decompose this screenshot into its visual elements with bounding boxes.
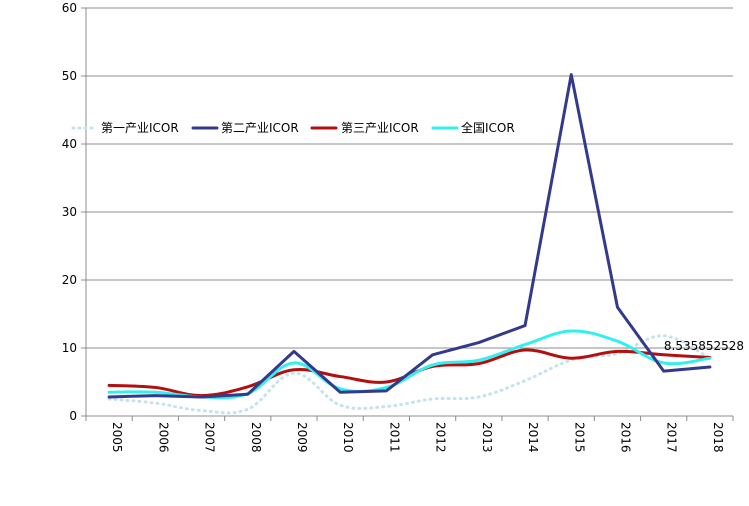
y-gridlines xyxy=(81,7,733,417)
y-tick-label: 0 xyxy=(69,409,77,423)
x-tick-label: 2011 xyxy=(387,422,401,453)
x-tick-label: 2010 xyxy=(341,422,355,453)
x-tick-label: 2013 xyxy=(480,422,494,453)
y-tick-label: 50 xyxy=(62,69,77,83)
x-tick-label: 2015 xyxy=(572,422,586,453)
x-tick-label: 2017 xyxy=(665,422,679,453)
y-tick-label: 40 xyxy=(62,137,77,151)
legend-label: 第二产业ICOR xyxy=(221,121,299,135)
x-tick-label: 2007 xyxy=(203,422,217,453)
x-tick-label: 2009 xyxy=(295,422,309,453)
x-tick-label: 2006 xyxy=(156,422,170,453)
x-tick-label: 2014 xyxy=(526,422,540,453)
x-tick-label: 2018 xyxy=(711,422,725,453)
y-tick-label: 20 xyxy=(62,273,77,287)
legend-label: 第一产业ICOR xyxy=(101,121,179,135)
data-label: 8.535852528 xyxy=(664,339,744,353)
y-tick-label: 30 xyxy=(62,205,77,219)
legend: 第一产业ICOR 第二产业ICOR 第三产业ICOR 全国ICOR xyxy=(71,120,515,135)
x-tick-label: 2005 xyxy=(110,422,124,453)
x-tick-label: 2008 xyxy=(249,422,263,453)
x-tick-label: 2016 xyxy=(618,422,632,453)
legend-label: 全国ICOR xyxy=(461,120,515,135)
y-tick-label: 60 xyxy=(62,1,77,15)
y-tick-label: 10 xyxy=(62,341,77,355)
series-line-4 xyxy=(107,329,712,400)
legend-label: 第三产业ICOR xyxy=(341,121,419,135)
x-tick-label: 2012 xyxy=(434,422,448,453)
series-line-2 xyxy=(107,73,712,399)
